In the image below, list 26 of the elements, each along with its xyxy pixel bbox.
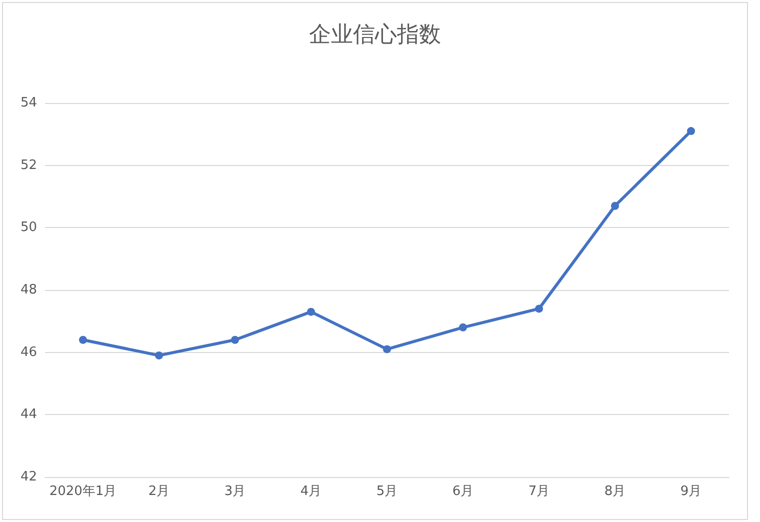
y-tick-label: 48 [20,282,37,298]
y-tick-label: 46 [20,344,37,360]
x-tick-label: 2月 [148,484,170,499]
y-tick-label: 50 [20,220,37,236]
y-tick-label: 42 [20,470,37,484]
point [155,351,163,360]
point [535,304,543,313]
point [459,323,467,332]
x-tick-label: 9月 [680,484,702,499]
x-tick-label: 7月 [528,484,550,499]
x-tick-label: 4月 [300,484,322,499]
x-tick-label: 3月 [224,484,246,499]
point [79,336,87,344]
x-tick-label: 5月 [376,484,398,499]
x-tick-label: 8月 [604,484,626,499]
x-tick-label: 6月 [452,484,474,499]
point [231,336,239,344]
y-tick-label: 52 [20,158,37,173]
point [611,202,619,210]
chart-title: 企业信心指数 [309,22,441,48]
x-tick-label: 2020年1月 [49,484,117,499]
y-tick-label: 54 [20,96,37,110]
point [687,127,695,136]
point [307,308,315,316]
point [383,345,391,354]
y-tick-label: 44 [20,407,37,422]
